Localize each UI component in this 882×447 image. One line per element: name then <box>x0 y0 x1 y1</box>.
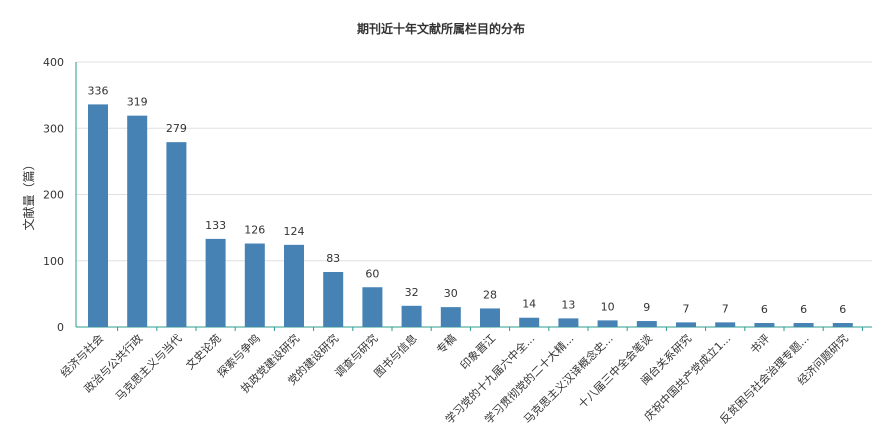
data-label: 279 <box>166 122 187 135</box>
data-label: 7 <box>683 302 690 315</box>
bar <box>480 308 500 327</box>
bar <box>558 318 579 327</box>
data-label: 7 <box>722 302 729 315</box>
bar <box>440 307 461 327</box>
data-label: 6 <box>800 303 807 316</box>
data-label: 10 <box>601 300 615 313</box>
x-tick-label: 专稿 <box>433 331 458 356</box>
bar <box>832 323 853 327</box>
y-tick-label: 300 <box>43 122 64 135</box>
bar <box>754 323 775 327</box>
bar <box>636 321 657 327</box>
data-label: 30 <box>444 287 458 300</box>
x-tick-label: 印象晋江 <box>458 332 498 372</box>
y-tick-label: 400 <box>43 56 64 69</box>
x-tick-label: 图书与信息 <box>371 331 420 380</box>
bar <box>127 115 148 327</box>
bar <box>362 287 383 327</box>
data-label: 336 <box>88 84 109 97</box>
data-label: 28 <box>483 288 497 301</box>
data-label: 14 <box>522 298 536 311</box>
bar <box>166 142 187 327</box>
bar <box>244 243 265 327</box>
data-label: 6 <box>761 303 768 316</box>
data-label: 126 <box>244 224 265 237</box>
y-tick-label: 0 <box>57 321 64 334</box>
data-label: 133 <box>205 219 226 232</box>
y-tick-label: 200 <box>43 189 64 202</box>
x-tick-label: 文史论苑 <box>183 331 224 372</box>
bar <box>597 320 618 327</box>
bar <box>88 104 108 328</box>
bar <box>793 323 814 327</box>
y-axis-label: 文献量（篇） <box>21 158 36 230</box>
data-label: 60 <box>365 267 379 280</box>
bar <box>323 272 344 327</box>
bar <box>715 322 736 327</box>
x-tick-label: 马克思主义与当代 <box>112 331 184 403</box>
y-tick-label: 100 <box>43 255 64 268</box>
data-label: 13 <box>561 298 575 311</box>
bar <box>284 244 304 327</box>
data-label: 124 <box>284 225 305 238</box>
chart-title: 期刊近十年文献所属栏目的分布 <box>356 22 525 36</box>
x-tick-label: 书评 <box>748 332 773 357</box>
data-label: 32 <box>405 286 419 299</box>
bar <box>519 317 540 327</box>
data-label: 6 <box>839 303 846 316</box>
bar <box>401 305 422 327</box>
data-label: 319 <box>127 96 148 109</box>
x-tick-label: 十八届三中全会笔谈 <box>575 331 655 411</box>
bar <box>676 322 696 327</box>
bar <box>205 238 226 327</box>
data-label: 83 <box>326 252 340 265</box>
data-label: 9 <box>643 301 650 314</box>
